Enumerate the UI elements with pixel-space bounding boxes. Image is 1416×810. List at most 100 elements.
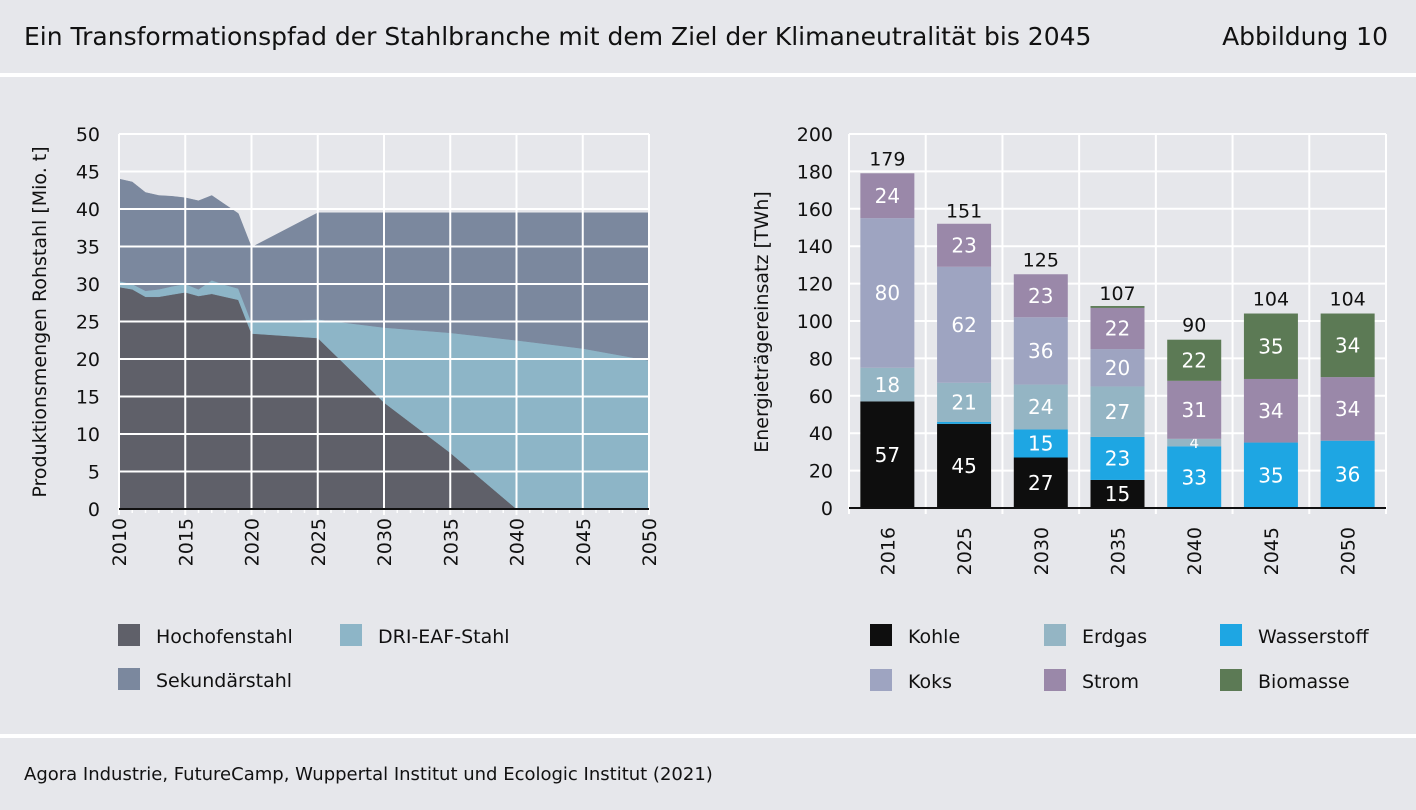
y-tick-label: 0 — [88, 499, 100, 521]
bar-segment-strom — [1167, 380, 1222, 439]
bar-value-label: 23 — [951, 233, 976, 257]
x-tick-label: 2035 — [440, 518, 462, 566]
legend-swatch-erdgas — [1044, 624, 1066, 646]
bar-value-label: 31 — [1181, 398, 1206, 422]
bar-value-label: 34 — [1258, 399, 1283, 423]
y-tick-label: 35 — [76, 237, 100, 259]
bar-total-label: 104 — [1253, 289, 1289, 311]
bar-segment-kohle — [1090, 479, 1145, 508]
bar-total-label: 125 — [1023, 249, 1059, 271]
y-tick-label: 5 — [88, 462, 100, 484]
y-tick-label: 20 — [809, 461, 833, 483]
bar-total-label: 104 — [1330, 289, 1366, 311]
bar-value-label: 36 — [1335, 463, 1360, 487]
bar-segment-strom — [1090, 307, 1145, 350]
bar-segment-wasserstoff — [937, 421, 992, 424]
bar-value-label: 45 — [951, 454, 976, 478]
bar-segment-biomasse — [1243, 313, 1298, 379]
x-tick-label: 2020 — [242, 518, 264, 566]
y-tick-label: 120 — [797, 274, 833, 296]
bar-value-label: 15 — [1028, 432, 1053, 456]
legend-label: Biomasse — [1258, 671, 1350, 693]
y-tick-label: 140 — [797, 236, 833, 258]
x-tick-label: 2015 — [175, 518, 197, 566]
footer-divider — [0, 734, 1416, 738]
legend-label: Strom — [1082, 671, 1139, 693]
source-note: Agora Industrie, FutureCamp, Wuppertal I… — [24, 764, 713, 785]
stacked-bar-chart-energy: 57 18 80 24 179 2016 45 21 62 23 151 2025 27 15 24 36 23… — [751, 124, 1387, 693]
bar-segment-erdgas — [1167, 438, 1222, 447]
x-tick-label: 2045 — [573, 518, 595, 566]
bar-value-label: 35 — [1258, 463, 1283, 487]
bar-segment-wasserstoff — [1243, 442, 1298, 508]
bar-value-label: 80 — [875, 281, 900, 305]
x-tick-label: 2045 — [1261, 527, 1283, 575]
legend-label: DRI-EAF-Stahl — [378, 626, 510, 648]
bar-value-label: 33 — [1181, 465, 1206, 489]
legend-label: Kohle — [908, 626, 960, 648]
bar-total-label: 107 — [1099, 283, 1135, 305]
bar-segment-erdgas — [860, 367, 915, 402]
bar-segment-kohle — [937, 423, 992, 508]
x-tick-label: 2035 — [1108, 527, 1130, 575]
legend-label: Erdgas — [1082, 626, 1147, 648]
bar-segment-erdgas — [937, 382, 992, 422]
bar-value-label: 4 — [1189, 434, 1199, 452]
bar-value-label: 34 — [1335, 397, 1360, 421]
bar-segment-koks — [937, 266, 992, 383]
bar-total-label: 90 — [1182, 315, 1206, 337]
bar-value-label: 35 — [1258, 334, 1283, 358]
y-tick-label: 60 — [809, 386, 833, 408]
bar-value-label: 21 — [951, 391, 976, 415]
bar-segment-strom — [937, 223, 992, 267]
bar-segment-kohle — [860, 401, 915, 508]
x-tick-label: 2030 — [1031, 527, 1053, 575]
bar-value-label: 34 — [1335, 334, 1360, 358]
bar-total-label: 151 — [946, 201, 982, 223]
y-tick-label: 180 — [797, 161, 833, 183]
bar-segment-wasserstoff — [1090, 436, 1145, 480]
y-tick-label: 30 — [76, 274, 100, 296]
legend-swatch-sekundärstahl — [118, 668, 140, 690]
bar-value-label: 18 — [875, 373, 900, 397]
figure-label: Abbildung 10 — [1222, 22, 1388, 51]
bar-value-label: 23 — [1105, 447, 1130, 471]
y-tick-label: 80 — [809, 348, 833, 370]
x-tick-label: 2030 — [374, 518, 396, 566]
y-tick-label: 160 — [797, 199, 833, 221]
x-tick-label: 2016 — [877, 527, 899, 575]
y-tick-label: 40 — [76, 199, 100, 221]
bar-value-label: 24 — [875, 184, 900, 208]
bar-segment-erdgas — [1090, 386, 1145, 437]
bar-value-label: 22 — [1181, 348, 1206, 372]
header-divider — [0, 73, 1416, 77]
bar-value-label: 36 — [1028, 339, 1053, 363]
y-tick-label: 40 — [809, 423, 833, 445]
bar-segment-wasserstoff — [1167, 446, 1222, 508]
x-tick-label: 2010 — [109, 518, 131, 566]
bar-segment-strom — [860, 173, 915, 219]
bar-segment-wasserstoff — [1013, 429, 1068, 458]
bar-total-label: 179 — [869, 148, 905, 170]
y-tick-label: 100 — [797, 311, 833, 333]
bar-value-label: 57 — [875, 443, 900, 467]
bar-value-label: 27 — [1028, 471, 1053, 495]
bar-segment-koks — [860, 218, 915, 368]
legend-swatch-wasserstoff — [1220, 624, 1242, 646]
bar-value-label: 62 — [951, 313, 976, 337]
x-tick-label: 2050 — [1338, 527, 1360, 575]
legend-label: Koks — [908, 671, 952, 693]
x-tick-label: 2040 — [1184, 527, 1206, 575]
legend-label: Wasserstoff — [1258, 626, 1369, 648]
legend-swatch-dri-eaf-stahl — [340, 624, 362, 646]
bar-segment-erdgas — [1013, 384, 1068, 430]
bar-segment-strom — [1013, 274, 1068, 318]
bar-segment-biomasse — [1090, 306, 1145, 308]
bar-value-label: 15 — [1105, 482, 1130, 506]
y-tick-label: 45 — [76, 162, 100, 184]
y-tick-label: 25 — [76, 312, 100, 334]
legend-swatch-strom — [1044, 669, 1066, 691]
legend-label: Hochofenstahl — [156, 626, 293, 648]
y-tick-label: 20 — [76, 349, 100, 371]
